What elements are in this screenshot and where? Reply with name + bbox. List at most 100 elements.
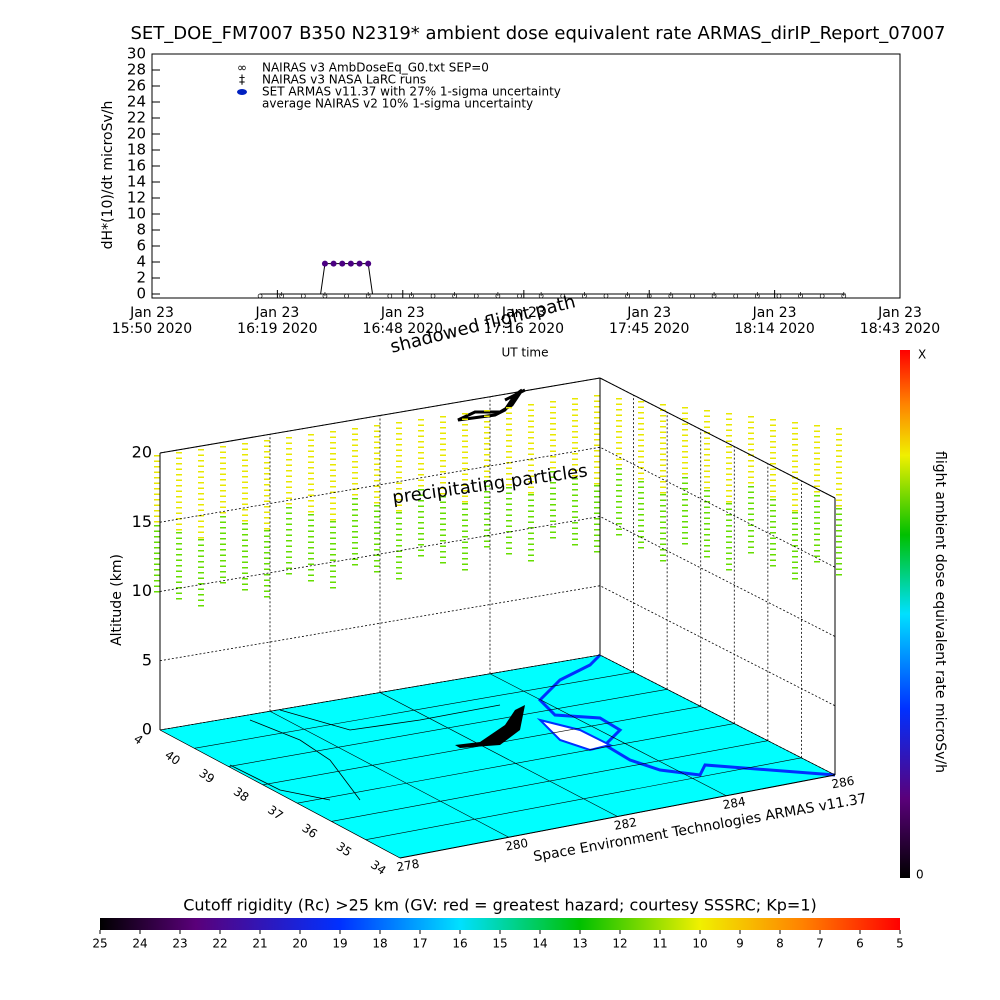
colorbar-tick-label: 15: [492, 937, 507, 951]
grid-line: [379, 692, 618, 817]
colorbar-tick-label: 14: [532, 937, 547, 951]
x-tick-label: Jan 23 16:19 2020: [237, 305, 317, 337]
grid-line: [228, 688, 668, 767]
grid-line: [262, 706, 701, 786]
lat-tick-label: 35: [334, 839, 355, 859]
marker: [330, 260, 337, 267]
colorbar-tick-label: 10: [692, 937, 707, 951]
lon-tick-label: 284: [722, 794, 747, 812]
y-tick-label: 4: [136, 253, 146, 271]
colorbar-tick-label: 18: [372, 937, 387, 951]
colorbar-tick-label: 19: [332, 937, 347, 951]
y-tick-label: 8: [136, 221, 146, 239]
colorbar-label: flight ambient dose equivalent rate micr…: [932, 451, 948, 773]
y-tick-label: 20: [127, 125, 146, 143]
x-tick-label: Jan 23 18:43 2020: [860, 305, 940, 337]
lat-tick-label: 39: [197, 766, 218, 786]
y-tick-label: 18: [127, 141, 146, 159]
y-tick-label: 28: [127, 61, 146, 79]
grid-line: [194, 671, 634, 749]
marker: [603, 293, 609, 299]
lon-tick-label: 282: [613, 815, 638, 833]
colorbar-tick-label: 21: [252, 937, 267, 951]
grid-line: [269, 710, 509, 838]
marker: [517, 293, 522, 299]
legend-symbol: ‡: [239, 73, 245, 87]
marker: [339, 260, 346, 267]
grid-line: [599, 654, 836, 776]
colorbar-tick-label: 9: [736, 937, 744, 951]
marker: [366, 292, 371, 296]
marker: [365, 260, 372, 267]
y-tick-label: 10: [127, 205, 146, 223]
marker: [776, 293, 782, 299]
grid-line: [159, 585, 836, 707]
lon-tick-label: 278: [395, 857, 420, 875]
grid-line: [331, 740, 768, 822]
x-tick-label: Jan 23 18:14 2020: [734, 305, 814, 337]
lat-tick-label: 4: [131, 732, 145, 748]
colorbar-tick-label: 20: [292, 937, 307, 951]
legend-label: SET ARMAS v11.37 with 27% 1-sigma uncert…: [262, 85, 561, 99]
grid-line: [365, 757, 802, 841]
colorbar-tick-label: 8: [776, 937, 784, 951]
lat-tick-label: 38: [231, 784, 252, 804]
plot-frame: [151, 53, 901, 299]
marker: [356, 260, 363, 267]
x-tick-label: Jan 23 16:48 2020: [363, 305, 443, 337]
colorbar-tick-label: 24: [132, 937, 147, 951]
colorbar-tick-label: 17: [412, 937, 427, 951]
marker: [344, 293, 349, 299]
grid-line: [399, 774, 836, 859]
rigidity-colorbar-label: Cutoff rigidity (Rc) >25 km (GV: red = g…: [183, 896, 817, 915]
y-tick-label: 2: [136, 269, 146, 287]
x-tick-label: Jan 23 17:16 2020: [484, 305, 564, 337]
colorbar-bottom-label: 0: [916, 868, 924, 882]
colorbar-tick-label: 7: [816, 937, 824, 951]
z-axis-label: Altitude (km): [109, 554, 125, 646]
lat-tick-label: 34: [368, 857, 389, 877]
legend-symbol: ∞: [237, 61, 247, 75]
dose-colorbar: [900, 350, 910, 878]
x-axis-label: UT time: [501, 346, 548, 360]
x-tick-label: Jan 23 15:50 2020: [112, 305, 192, 337]
lon-tick-label: 286: [830, 774, 855, 792]
colorbar-tick-label: 25: [92, 937, 107, 951]
marker: [387, 293, 393, 299]
grid-line: [159, 729, 401, 859]
y-tick-label: 22: [127, 109, 146, 127]
grid-line: [159, 446, 836, 568]
chart-title: SET_DOE_FM7007 B350 N2319* ambient dose …: [130, 23, 945, 44]
lat-tick-label: 40: [162, 748, 183, 768]
colorbar-tick-label: 11: [652, 937, 667, 951]
z-tick-label: 15: [132, 512, 152, 531]
y-tick-label: 24: [127, 93, 146, 111]
marker: [257, 293, 263, 299]
legend-label: average NAIRAS v2 10% 1-sigma uncertaint…: [262, 97, 533, 111]
colorbar-top-label: X: [918, 348, 926, 362]
z-tick-label: 5: [142, 650, 152, 669]
marker: [430, 293, 436, 299]
grid-line: [159, 654, 601, 731]
marker: [347, 260, 354, 267]
marker: [473, 293, 479, 299]
map-floor: [159, 653, 836, 859]
marker: [819, 293, 825, 299]
legend-label: NAIRAS v3 AmbDoseEq_G0.txt SEP=0: [262, 61, 489, 75]
lon-tick-label: 280: [504, 836, 529, 854]
y-tick-label: 6: [136, 237, 146, 255]
z-tick-label: 10: [132, 581, 152, 600]
marker: [300, 293, 306, 299]
box-edge: [599, 377, 836, 499]
grid-line: [159, 377, 836, 499]
colorbar-tick-label: 12: [612, 937, 627, 951]
flight-path: [457, 388, 526, 422]
colorbar-tick-label: 5: [896, 937, 904, 951]
z-tick-label: 20: [132, 443, 152, 462]
colorbar-tick-label: 6: [856, 937, 864, 951]
grid-line: [297, 723, 735, 804]
z-tick-label: 0: [142, 720, 152, 739]
colorbar-tick-label: 13: [572, 937, 587, 951]
rigidity-colorbar: [100, 918, 900, 930]
